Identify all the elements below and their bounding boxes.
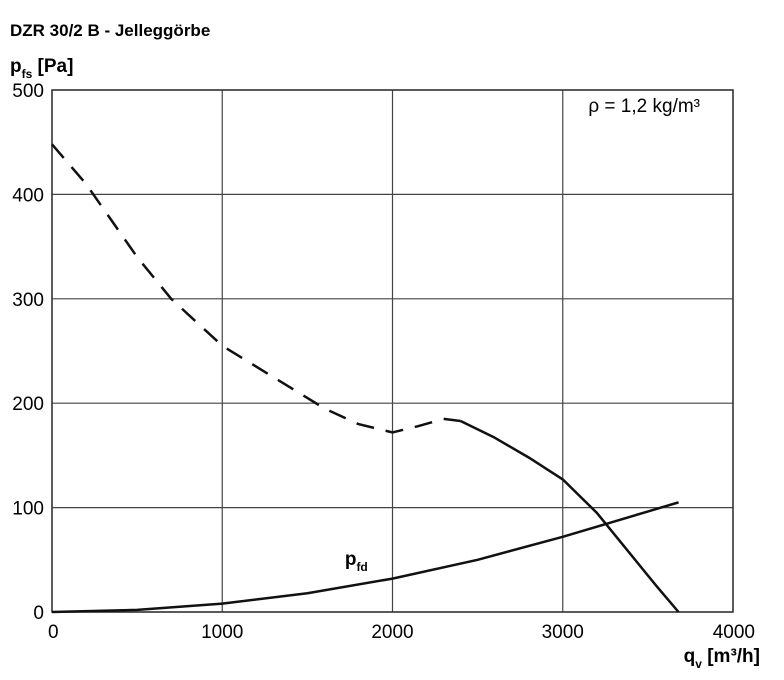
- density-annotation: ρ = 1,2 kg/m³: [588, 96, 700, 117]
- grid: [51, 89, 734, 613]
- x-tick-label: 2000: [371, 622, 413, 643]
- x-axis-label: qv [m³/h]: [684, 646, 760, 671]
- x-tick-label: 3000: [542, 622, 584, 643]
- pfd-curve: [51, 501, 679, 614]
- y-axis-label: pfs [Pa]: [10, 56, 73, 81]
- y-tick-label: 200: [12, 394, 44, 415]
- series-layer: [51, 143, 680, 614]
- y-tick-label: 300: [12, 290, 44, 311]
- x-tick-label: 0: [48, 622, 59, 643]
- chart-title: DZR 30/2 B - Jelleggörbe: [10, 21, 210, 40]
- pfs-curve-dashed: [51, 143, 461, 434]
- x-tick-label: 4000: [713, 622, 755, 643]
- y-tick-label: 0: [33, 603, 44, 624]
- plot-frame: [51, 89, 734, 613]
- series-label-pfd: pfd: [345, 549, 368, 574]
- y-tick-label: 100: [12, 499, 44, 520]
- y-tick-label: 400: [12, 185, 44, 206]
- tick-labels: 0 100 200 300 400 500 0 1000 2000 3000 4000: [12, 81, 755, 643]
- y-tick-label: 500: [12, 81, 44, 102]
- pfs-curve-solid: [460, 419, 680, 613]
- x-tick-label: 1000: [201, 622, 243, 643]
